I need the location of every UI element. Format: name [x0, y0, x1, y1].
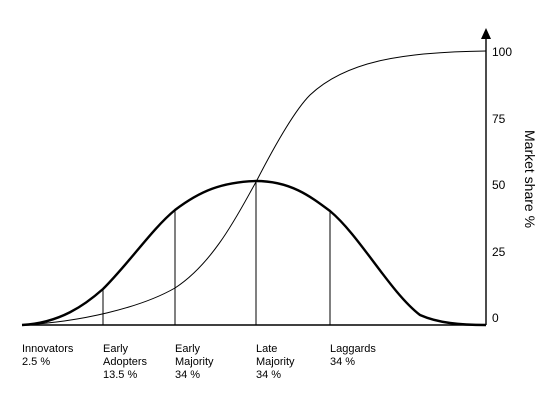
segment-label-early-adopters-2: Adopters	[103, 356, 148, 368]
market-share-s-curve	[21, 50, 487, 326]
segment-share-laggards: 34 %	[330, 356, 355, 368]
y-tick-100: 100	[492, 45, 512, 59]
y-tick-75: 75	[492, 112, 506, 126]
segment-label-late-majority-2: Majority	[256, 356, 295, 368]
segment-label-innovators: Innovators	[22, 343, 74, 355]
segment-label-early-adopters-1: Early	[103, 343, 129, 355]
segment-label-early-majority-1: Early	[175, 343, 201, 355]
y-tick-50: 50	[492, 178, 506, 192]
segment-share-early-majority: 34 %	[175, 369, 200, 381]
y-tick-25: 25	[492, 245, 506, 259]
segment-share-early-adopters: 13.5 %	[103, 369, 137, 381]
segment-label-late-majority-1: Late	[256, 343, 277, 355]
segment-label-laggards: Laggards	[330, 343, 376, 355]
segment-share-innovators: 2.5 %	[22, 356, 50, 368]
y-tick-0: 0	[492, 311, 499, 325]
segment-share-late-majority: 34 %	[256, 369, 281, 381]
adoption-bell-curve	[21, 179, 487, 327]
y-axis-arrow-icon	[481, 28, 491, 39]
segment-label-early-majority-2: Majority	[175, 356, 214, 368]
y-axis-title: Market share %	[522, 130, 538, 228]
